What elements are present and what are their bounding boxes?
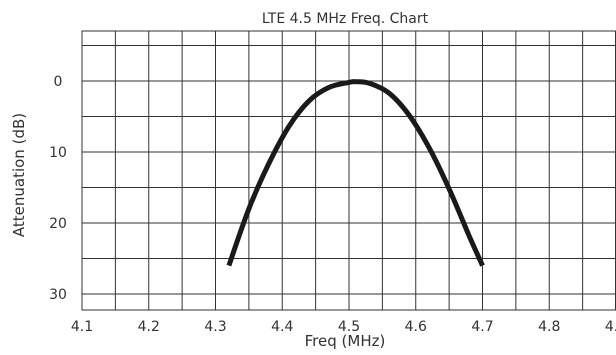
x-tick-label: 4.9 (605, 319, 616, 335)
x-tick-label: 4.6 (405, 319, 427, 335)
x-tick-label: 4.5 (338, 319, 360, 335)
grid (81, 30, 616, 311)
y-tick-label: 10 (49, 145, 67, 161)
x-axis-title: Freq (MHz) (305, 332, 386, 350)
series-line (226, 79, 485, 267)
x-tick-label: 4.8 (538, 319, 560, 335)
x-tick-label: 4.2 (138, 319, 160, 335)
y-tick-label: 30 (49, 287, 67, 303)
x-tick-label: 4.3 (204, 319, 226, 335)
tick-labels: 4.1 4.2 4.3 4.4 4.5 4.6 4.7 4.8 4.9 0 10 20 30 (49, 74, 616, 335)
y-tick-label: 20 (49, 216, 67, 232)
y-tick-label: 0 (54, 74, 63, 90)
y-axis-title: Attenuation (dB) (10, 113, 28, 237)
x-tick-label: 4.1 (71, 319, 93, 335)
x-tick-label: 4.7 (471, 319, 493, 335)
x-tick-label: 4.4 (271, 319, 293, 335)
chart-title: LTE 4.5 MHz Freq. Chart (262, 11, 429, 27)
